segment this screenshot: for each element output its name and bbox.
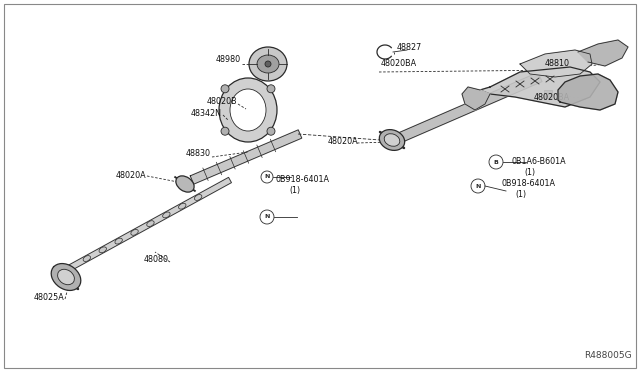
Text: (1): (1) [289, 186, 300, 195]
Ellipse shape [230, 89, 266, 131]
Text: 48020A: 48020A [115, 170, 146, 180]
FancyBboxPatch shape [559, 66, 567, 74]
Circle shape [260, 210, 274, 224]
Polygon shape [578, 40, 628, 66]
Ellipse shape [249, 47, 287, 81]
Ellipse shape [147, 221, 154, 227]
Text: N: N [264, 215, 269, 219]
Circle shape [221, 127, 229, 135]
Ellipse shape [51, 263, 81, 291]
Text: 48342N: 48342N [191, 109, 222, 119]
Ellipse shape [380, 129, 404, 150]
Polygon shape [388, 73, 542, 147]
Circle shape [267, 85, 275, 93]
Ellipse shape [131, 230, 138, 235]
Text: 48025A: 48025A [33, 294, 64, 302]
Ellipse shape [115, 238, 122, 244]
Text: (1): (1) [524, 167, 535, 176]
Polygon shape [190, 130, 302, 184]
Text: 48020BA: 48020BA [534, 93, 570, 102]
Circle shape [489, 155, 503, 169]
FancyBboxPatch shape [544, 90, 552, 98]
Ellipse shape [195, 195, 202, 201]
Text: N: N [264, 174, 269, 180]
Text: 0B1A6-B601A: 0B1A6-B601A [512, 157, 566, 166]
Circle shape [265, 61, 271, 67]
Polygon shape [480, 67, 600, 107]
Text: 48020A: 48020A [328, 137, 358, 145]
Circle shape [261, 171, 273, 183]
Ellipse shape [58, 269, 74, 285]
Ellipse shape [179, 203, 186, 209]
Text: N: N [476, 183, 481, 189]
Text: B: B [493, 160, 499, 164]
Ellipse shape [384, 134, 400, 146]
Text: 48830: 48830 [186, 150, 211, 158]
Polygon shape [558, 74, 618, 110]
Polygon shape [462, 87, 490, 110]
Polygon shape [520, 50, 592, 77]
Text: 48827: 48827 [397, 42, 422, 51]
Circle shape [267, 127, 275, 135]
Text: R488005G: R488005G [584, 351, 632, 360]
Circle shape [471, 179, 485, 193]
Text: 48980: 48980 [216, 55, 241, 64]
Text: 48020B: 48020B [206, 96, 237, 106]
Ellipse shape [99, 247, 106, 253]
Ellipse shape [257, 55, 279, 73]
Text: (1): (1) [515, 190, 526, 199]
Text: 0B918-6401A: 0B918-6401A [276, 174, 330, 183]
Text: 48810: 48810 [545, 60, 570, 68]
Text: 48020BA: 48020BA [381, 60, 417, 68]
Ellipse shape [83, 256, 90, 262]
Text: 48080: 48080 [144, 256, 169, 264]
Circle shape [221, 85, 229, 93]
Ellipse shape [219, 78, 277, 142]
Polygon shape [54, 177, 232, 279]
Ellipse shape [176, 176, 194, 192]
Text: 0B918-6401A: 0B918-6401A [502, 180, 556, 189]
Ellipse shape [163, 212, 170, 218]
